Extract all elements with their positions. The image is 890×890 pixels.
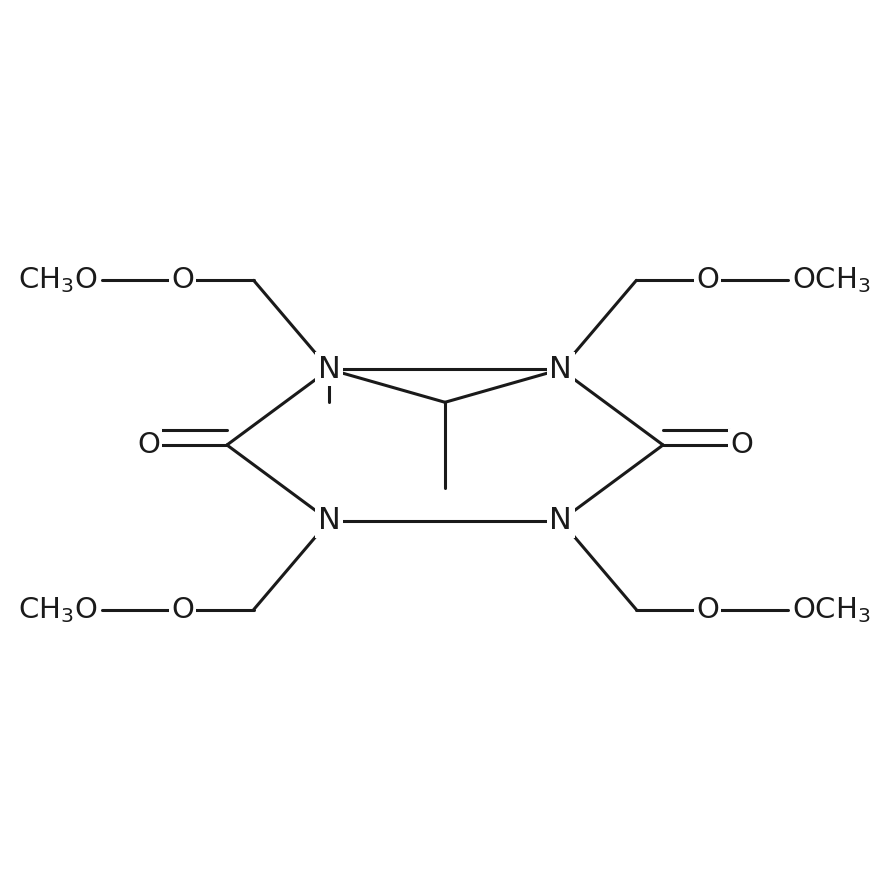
- Text: O: O: [730, 431, 753, 459]
- Text: O: O: [137, 431, 160, 459]
- Text: N: N: [549, 355, 572, 384]
- Text: OCH$_3$: OCH$_3$: [792, 265, 870, 295]
- Text: O: O: [171, 595, 194, 624]
- Text: CH$_3$O: CH$_3$O: [19, 595, 98, 625]
- Text: N: N: [549, 506, 572, 535]
- Text: O: O: [696, 266, 719, 295]
- Text: O: O: [171, 266, 194, 295]
- Text: N: N: [318, 355, 341, 384]
- Text: CH$_3$O: CH$_3$O: [19, 265, 98, 295]
- Text: OCH$_3$: OCH$_3$: [792, 595, 870, 625]
- Text: N: N: [318, 506, 341, 535]
- Text: O: O: [696, 595, 719, 624]
